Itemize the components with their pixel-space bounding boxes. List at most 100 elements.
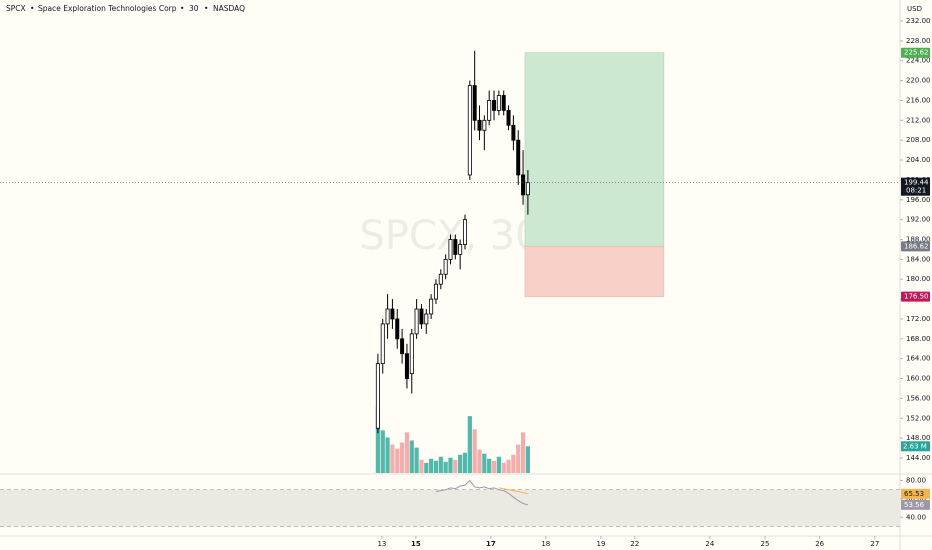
- interval: 30: [189, 4, 199, 13]
- candle-body: [380, 323, 385, 365]
- candle-body: [448, 239, 453, 260]
- candle-body: [458, 244, 463, 255]
- y-tick-label: 156.00: [906, 394, 931, 402]
- volume-bar: [506, 459, 511, 473]
- price-label: 199.44: [904, 179, 929, 187]
- rsi-value-label-bg: [901, 499, 930, 510]
- volume-bar: [429, 458, 434, 473]
- target-label: 225.62: [904, 49, 929, 57]
- candle-body: [390, 308, 395, 320]
- volume-bar: [375, 407, 381, 473]
- candle-body: [521, 174, 526, 196]
- rsi-y-tick-label: 40.00: [906, 513, 926, 521]
- profit-zone: [524, 52, 665, 247]
- x-tick-label: 24: [705, 540, 714, 548]
- y-tick-label: 148.00: [906, 434, 931, 442]
- candle-body: [419, 308, 424, 325]
- stop-label: 176.50: [904, 293, 929, 301]
- candle-body: [400, 338, 405, 355]
- x-tick-label: 27: [870, 540, 879, 548]
- entry-label-bg: [901, 241, 930, 252]
- separator: •: [30, 4, 34, 13]
- candle-body: [516, 139, 521, 176]
- volume-bar: [482, 453, 487, 473]
- y-tick-label: 172.00: [906, 315, 931, 323]
- rsi-band: [0, 489, 900, 527]
- target-label-bg: [901, 47, 930, 58]
- candle-body: [492, 100, 497, 111]
- candle-body: [395, 318, 400, 340]
- volume-bar: [458, 454, 463, 473]
- x-tick-label: 13: [377, 540, 386, 548]
- volume-bar: [443, 461, 448, 473]
- volume-bar: [390, 444, 395, 473]
- volume-bar: [525, 446, 531, 473]
- loss-zone: [524, 246, 665, 297]
- volume-bar: [520, 432, 526, 473]
- countdown: 08:21: [906, 187, 926, 195]
- x-tick-label: 25: [761, 540, 770, 548]
- y-tick-label: 204.00: [906, 156, 931, 164]
- volume-bar: [511, 454, 516, 473]
- volume-bar: [462, 452, 468, 473]
- candle-body: [472, 85, 477, 121]
- volume-bar: [448, 457, 453, 473]
- separator: •: [204, 4, 208, 13]
- volume-label-bg: [901, 441, 930, 452]
- y-tick-label: 180.00: [906, 275, 931, 283]
- candle-body: [487, 100, 492, 121]
- volume-bar: [395, 448, 400, 473]
- rsi-y-tick-label: 80.00: [906, 477, 926, 485]
- volume-bar: [453, 459, 458, 473]
- y-tick-label: 196.00: [906, 196, 931, 204]
- volume-bar: [516, 444, 521, 473]
- y-tick-label: 224.00: [906, 57, 931, 65]
- company-name: Space Exploration Technologies Corp: [38, 4, 177, 13]
- candle-body: [404, 353, 409, 379]
- y-tick-label: 208.00: [906, 136, 931, 144]
- volume-bar: [487, 458, 492, 473]
- x-tick-label: 18: [541, 540, 550, 548]
- candle-body: [414, 308, 419, 335]
- candle-body: [482, 119, 487, 131]
- x-tick-label: 19: [597, 540, 606, 548]
- volume-bar: [409, 440, 414, 473]
- y-tick-label: 160.00: [906, 375, 931, 383]
- candle-body: [429, 298, 434, 315]
- x-tick-label: 15: [411, 540, 421, 548]
- rsi-value-label: 53.56: [904, 501, 925, 509]
- candle-body: [438, 273, 443, 285]
- volume-bar: [424, 462, 429, 473]
- volume-label: 2.63 M: [903, 442, 927, 450]
- volume-bar: [491, 460, 497, 473]
- price-label-bg: [901, 177, 930, 196]
- entry-label: 186.62: [904, 242, 929, 250]
- y-tick-label: 212.00: [906, 116, 931, 124]
- candle-body: [424, 313, 429, 325]
- y-tick-label: 144.00: [906, 454, 931, 462]
- candle-body: [467, 85, 472, 176]
- volume-bar: [414, 447, 419, 473]
- volume-bar: [496, 456, 501, 473]
- separator: •: [180, 4, 184, 13]
- volume-bar: [501, 462, 506, 473]
- volume-bar: [419, 459, 424, 473]
- y-tick-label: 184.00: [906, 255, 931, 263]
- rsi-line: [435, 479, 529, 506]
- volume-bar: [467, 416, 472, 473]
- y-tick-label: 192.00: [906, 216, 931, 224]
- y-tick-label: 228.00: [906, 37, 931, 45]
- y-tick-label: 164.00: [906, 355, 931, 363]
- volume-bar: [380, 430, 385, 473]
- candle-body: [453, 239, 458, 255]
- rsi-ma-label-bg: [901, 488, 930, 499]
- y-tick-label: 152.00: [906, 414, 931, 422]
- symbol: SPCX: [6, 4, 26, 13]
- candle-body: [525, 182, 530, 196]
- y-tick-label: 232.00: [906, 17, 931, 25]
- candle-body: [501, 95, 506, 111]
- volume-bar: [433, 460, 439, 473]
- currency: USD: [907, 5, 922, 13]
